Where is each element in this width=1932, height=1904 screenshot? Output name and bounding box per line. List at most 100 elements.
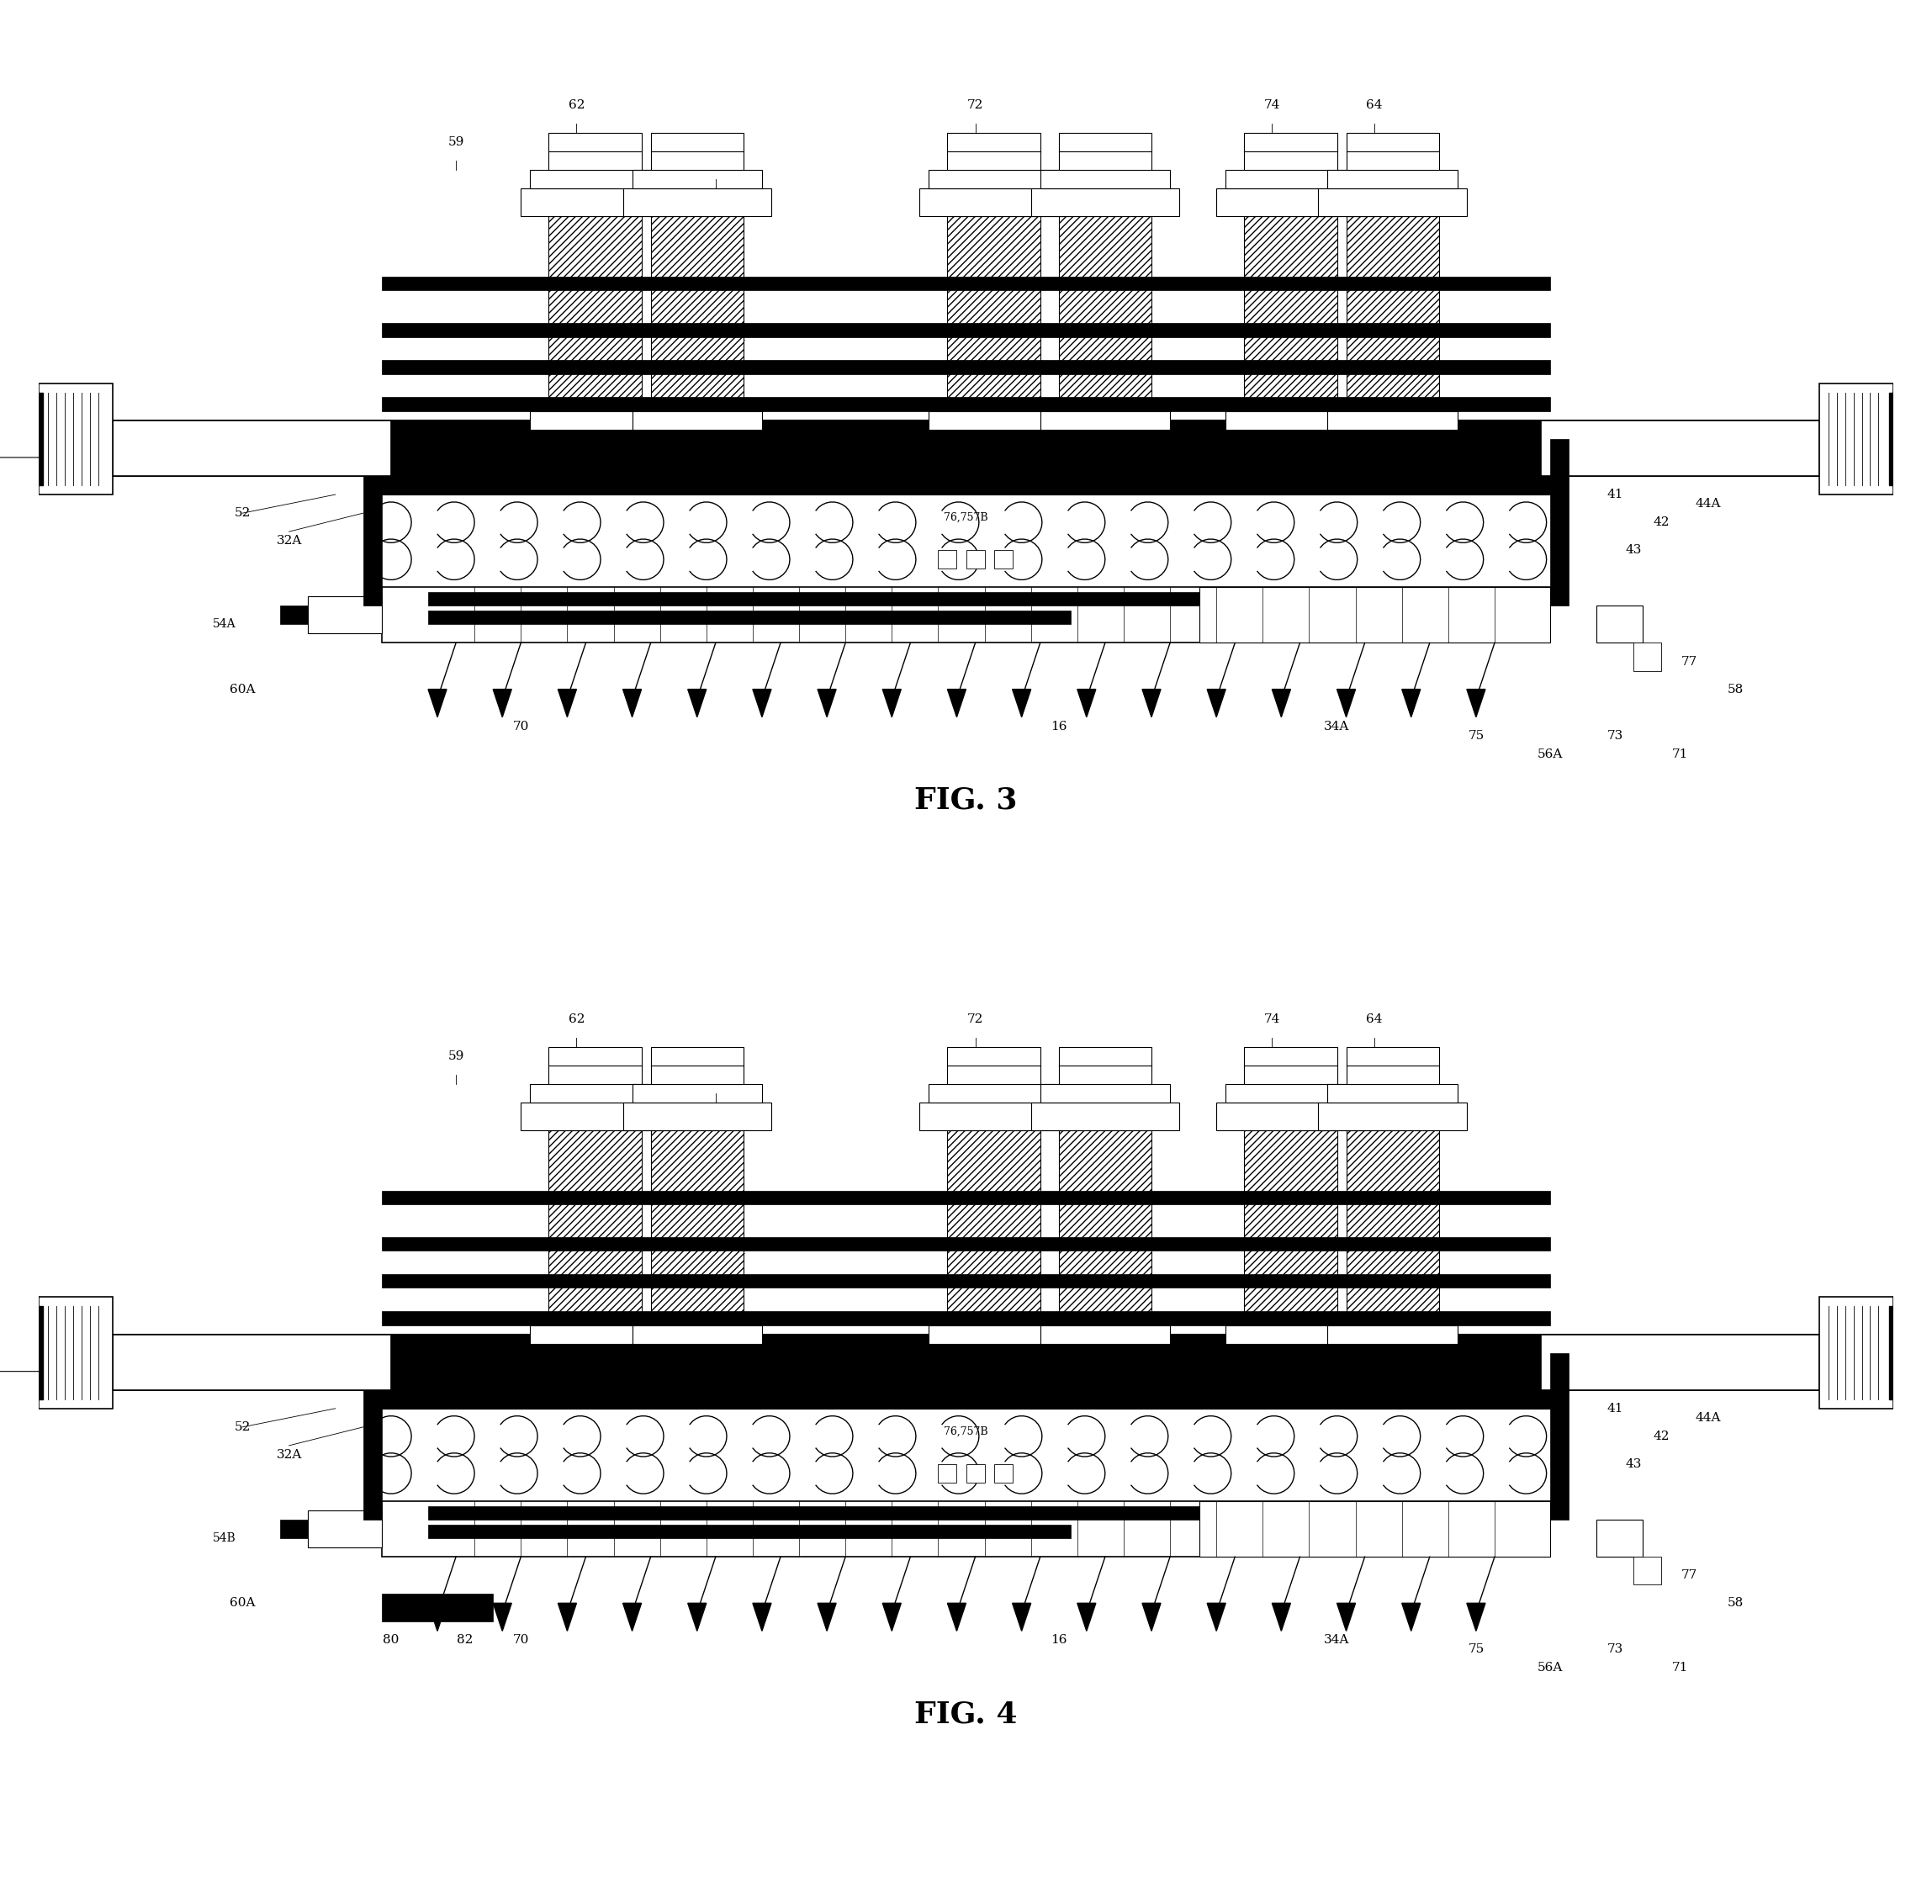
- Bar: [1634, 1557, 1662, 1584]
- Text: 40A: 40A: [240, 442, 263, 453]
- Text: 64: 64: [1366, 99, 1381, 110]
- Bar: [622, 188, 771, 217]
- Text: 75: 75: [1468, 729, 1484, 741]
- Text: 68: 68: [1378, 1523, 1389, 1535]
- Text: 70: 70: [512, 720, 529, 733]
- Bar: [966, 1464, 985, 1483]
- Bar: [429, 611, 1070, 625]
- Text: 77: 77: [1681, 1569, 1698, 1580]
- Text: 77: 77: [1681, 655, 1698, 666]
- Bar: [632, 169, 761, 188]
- Polygon shape: [622, 689, 641, 718]
- Bar: [112, 421, 390, 476]
- Polygon shape: [1337, 1603, 1356, 1632]
- Text: 30A: 30A: [0, 451, 110, 463]
- Text: 32A: 32A: [276, 1449, 301, 1460]
- Bar: [966, 550, 985, 569]
- Bar: [363, 476, 383, 605]
- Text: 72: 72: [968, 1013, 983, 1024]
- Bar: [383, 1274, 1549, 1287]
- Bar: [651, 133, 744, 169]
- Text: 45A: 45A: [1466, 1523, 1486, 1535]
- Bar: [383, 1500, 1549, 1557]
- Bar: [1542, 1335, 1820, 1390]
- Bar: [383, 1238, 1549, 1251]
- Text: 56A: 56A: [1538, 1662, 1563, 1674]
- Bar: [947, 133, 1039, 169]
- Bar: [429, 1525, 1070, 1538]
- Bar: [1244, 217, 1337, 421]
- Polygon shape: [1466, 1603, 1486, 1632]
- Bar: [920, 1102, 1068, 1131]
- Bar: [929, 1083, 1059, 1102]
- Text: 41: 41: [1607, 489, 1623, 501]
- Bar: [307, 1510, 383, 1548]
- Polygon shape: [1078, 689, 1095, 718]
- Bar: [1059, 1131, 1151, 1335]
- Polygon shape: [1403, 1603, 1420, 1632]
- Bar: [1225, 1325, 1356, 1344]
- Bar: [383, 476, 1549, 495]
- Text: 75: 75: [1468, 1643, 1484, 1655]
- Bar: [1244, 1131, 1337, 1335]
- Polygon shape: [817, 689, 837, 718]
- Text: 66: 66: [487, 609, 500, 621]
- Text: 76,757B: 76,757B: [945, 512, 987, 524]
- Text: 64: 64: [1366, 1013, 1381, 1024]
- Bar: [632, 1325, 761, 1344]
- Bar: [112, 1335, 390, 1390]
- Bar: [929, 169, 1059, 188]
- Text: 42: 42: [1654, 516, 1669, 527]
- Text: 76,757B: 76,757B: [945, 1426, 987, 1438]
- Bar: [383, 1594, 493, 1622]
- Bar: [1318, 1102, 1466, 1131]
- Bar: [632, 1083, 761, 1102]
- Bar: [383, 586, 1549, 644]
- Bar: [1217, 1102, 1364, 1131]
- Polygon shape: [558, 689, 576, 718]
- Bar: [383, 1390, 1549, 1409]
- Bar: [549, 1131, 641, 1335]
- Bar: [947, 1131, 1039, 1335]
- Text: 46A: 46A: [649, 1523, 670, 1535]
- Text: FIG. 3: FIG. 3: [914, 786, 1018, 815]
- Bar: [1039, 169, 1171, 188]
- Bar: [929, 411, 1059, 430]
- Bar: [1225, 1083, 1356, 1102]
- Bar: [1244, 1047, 1337, 1083]
- Text: 73: 73: [1607, 729, 1623, 741]
- Bar: [1039, 411, 1171, 430]
- Polygon shape: [688, 1603, 707, 1632]
- Bar: [549, 217, 641, 421]
- Text: 54B: 54B: [213, 1533, 236, 1544]
- Text: 44A: 44A: [1694, 499, 1721, 510]
- Bar: [651, 1047, 744, 1083]
- Bar: [522, 188, 668, 217]
- Bar: [929, 1325, 1059, 1344]
- Text: FIG. 4: FIG. 4: [914, 1700, 1018, 1729]
- Text: 73: 73: [1607, 1643, 1623, 1655]
- Text: 46A: 46A: [649, 609, 670, 621]
- Bar: [1820, 383, 1893, 495]
- Bar: [19, 392, 43, 486]
- Bar: [1889, 1306, 1913, 1399]
- Bar: [529, 1083, 661, 1102]
- Bar: [383, 1312, 1549, 1325]
- Text: 34A: 34A: [1323, 1634, 1350, 1647]
- Bar: [39, 383, 112, 495]
- Text: 34A: 34A: [1323, 720, 1350, 733]
- Bar: [1200, 586, 1549, 644]
- Text: 43: 43: [1625, 1458, 1642, 1470]
- Bar: [1225, 411, 1356, 430]
- Bar: [383, 276, 1549, 291]
- Bar: [1327, 1083, 1457, 1102]
- Bar: [1039, 1083, 1171, 1102]
- Bar: [1542, 421, 1820, 476]
- Bar: [622, 1102, 771, 1131]
- Text: 58: 58: [1727, 684, 1745, 695]
- Text: 71: 71: [1671, 1662, 1689, 1674]
- Text: 62: 62: [568, 99, 585, 110]
- Text: 32A: 32A: [276, 535, 301, 546]
- Bar: [1318, 188, 1466, 217]
- Bar: [947, 217, 1039, 421]
